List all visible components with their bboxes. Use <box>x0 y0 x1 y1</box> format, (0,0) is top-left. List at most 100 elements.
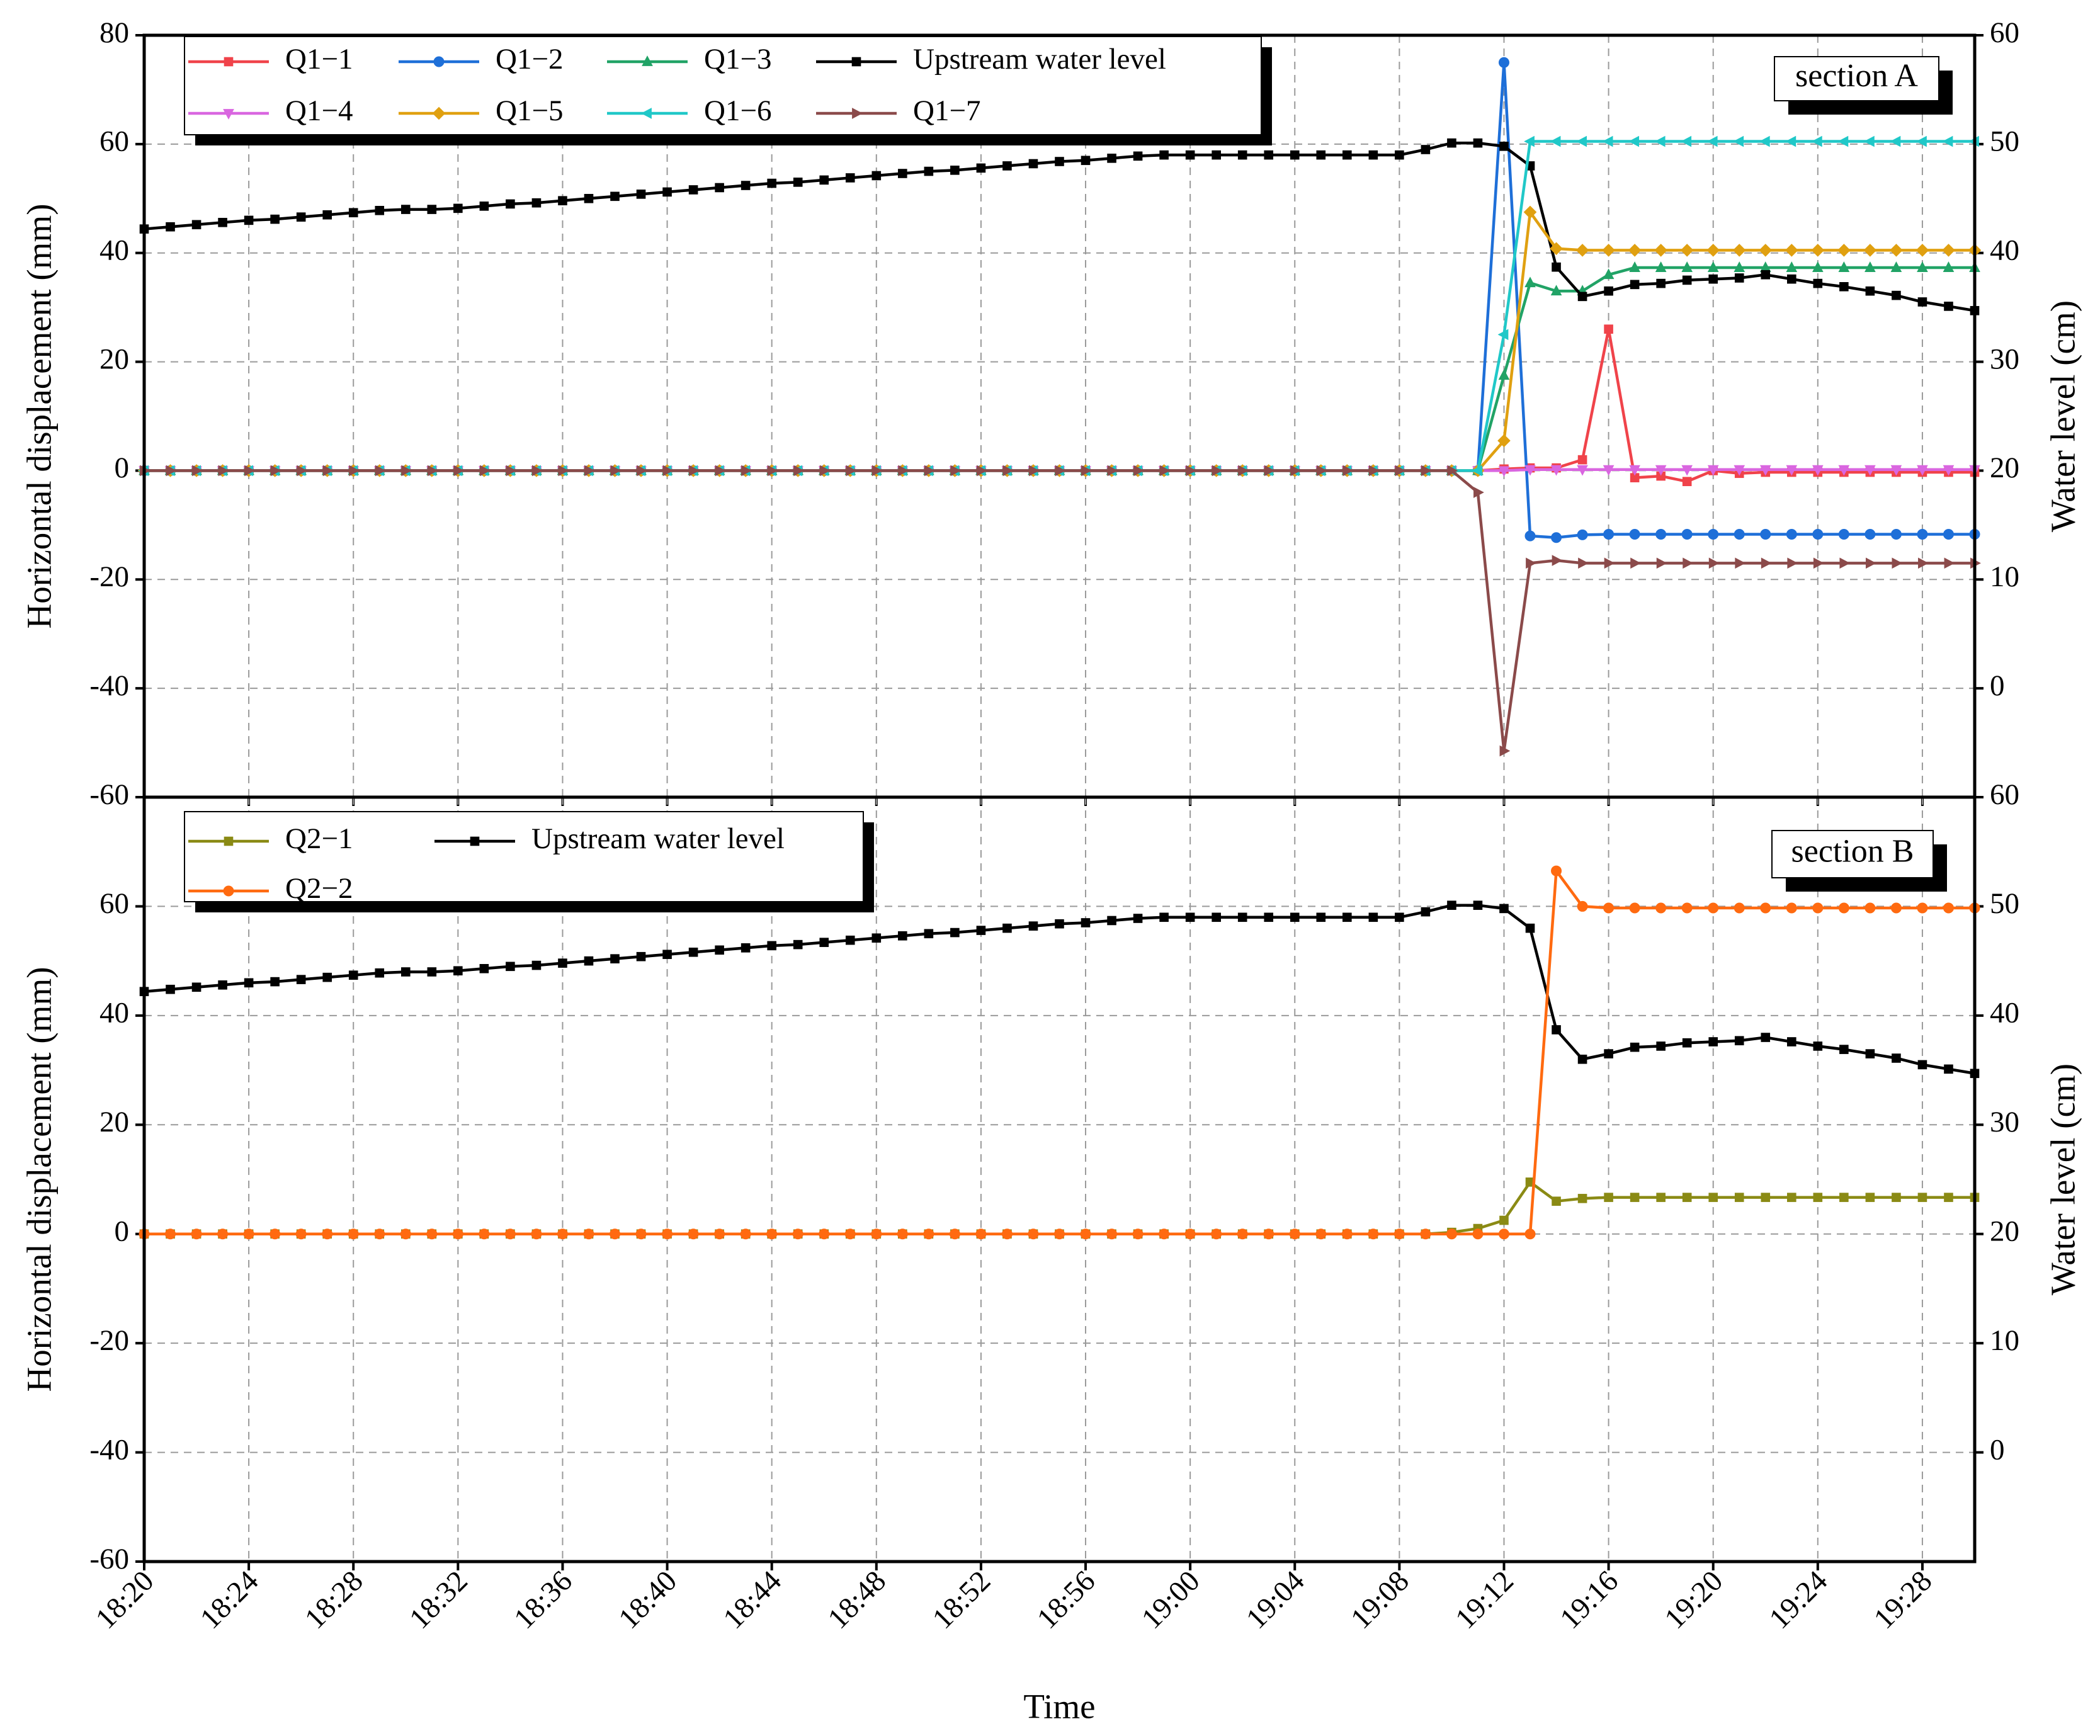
marker <box>1863 244 1877 257</box>
marker <box>1550 465 1562 476</box>
marker <box>1055 919 1064 929</box>
marker <box>1238 465 1249 477</box>
marker <box>1786 902 1797 914</box>
marker <box>715 183 724 193</box>
marker <box>767 465 778 477</box>
marker <box>531 1228 542 1240</box>
marker <box>1498 57 1509 68</box>
marker <box>1107 465 1118 477</box>
marker <box>1159 912 1169 922</box>
y2-tick-label: 20 <box>1990 451 2019 484</box>
marker <box>1421 465 1432 477</box>
marker <box>1497 434 1511 448</box>
marker <box>1368 912 1378 922</box>
marker <box>1759 135 1770 147</box>
marker <box>453 966 463 976</box>
legend-marker <box>470 836 480 846</box>
marker <box>1107 154 1116 163</box>
marker <box>1107 916 1116 926</box>
marker <box>1499 1215 1509 1225</box>
marker <box>1813 557 1824 569</box>
marker <box>1630 280 1640 290</box>
marker <box>244 978 254 988</box>
legend-label: Q1−3 <box>704 43 771 76</box>
marker <box>1787 1037 1796 1047</box>
y2-tick-label: 50 <box>1990 887 2019 920</box>
marker <box>1707 261 1719 272</box>
marker <box>270 977 280 987</box>
marker <box>1656 1041 1666 1051</box>
marker <box>1838 529 1849 540</box>
marker <box>1759 465 1771 476</box>
marker <box>1552 555 1563 566</box>
marker <box>1473 138 1483 148</box>
marker <box>348 1228 359 1240</box>
marker <box>1734 1036 1744 1046</box>
marker <box>1681 135 1692 147</box>
marker <box>1499 904 1509 914</box>
marker <box>819 465 831 477</box>
marker <box>1917 1193 1927 1202</box>
marker <box>1055 157 1064 166</box>
marker <box>1943 465 1955 476</box>
marker <box>1787 274 1796 284</box>
marker <box>766 1228 778 1240</box>
marker <box>1368 1228 1379 1240</box>
marker <box>1395 912 1404 922</box>
marker <box>1734 1193 1744 1202</box>
marker <box>1734 273 1744 283</box>
marker <box>949 1228 960 1240</box>
marker <box>1421 907 1431 917</box>
legend-label: Q1−6 <box>704 94 771 127</box>
marker <box>924 166 934 176</box>
marker <box>1813 1193 1823 1202</box>
marker <box>583 1228 594 1240</box>
plot-frame <box>142 795 1977 1563</box>
marker <box>845 173 855 183</box>
y-tick-label: -40 <box>89 669 129 702</box>
marker <box>1473 900 1483 910</box>
legend-marker <box>223 109 234 120</box>
marker <box>1132 1228 1144 1240</box>
marker <box>1628 135 1640 147</box>
marker <box>898 169 907 178</box>
legend-label: Q1−4 <box>285 94 353 127</box>
marker <box>1577 529 1588 540</box>
marker <box>1890 465 1902 476</box>
marker <box>1316 150 1326 160</box>
marker <box>1342 465 1354 477</box>
marker <box>1734 902 1745 914</box>
marker <box>1368 465 1380 477</box>
marker <box>793 939 803 950</box>
marker <box>1604 324 1613 334</box>
marker <box>1917 297 1927 307</box>
marker <box>1864 261 1876 272</box>
marker <box>1001 1228 1013 1240</box>
marker <box>1578 557 1589 569</box>
marker <box>453 203 463 213</box>
marker <box>1761 269 1771 280</box>
marker <box>1342 150 1352 160</box>
marker <box>479 1228 490 1240</box>
marker <box>1133 151 1143 161</box>
y-tick-label: -40 <box>89 1433 129 1466</box>
marker <box>1290 465 1302 477</box>
marker <box>1081 156 1091 166</box>
marker <box>1865 286 1875 296</box>
marker <box>1630 557 1642 569</box>
marker <box>1839 1045 1849 1054</box>
marker <box>1133 465 1144 477</box>
marker <box>1133 914 1143 923</box>
marker <box>1944 1193 1953 1202</box>
marker <box>1734 465 1745 476</box>
annotation: section A <box>1795 58 1918 94</box>
marker <box>191 220 201 230</box>
marker <box>1550 285 1562 296</box>
y2-tick-label: 40 <box>1990 997 2019 1030</box>
y-tick-label: 60 <box>99 887 129 920</box>
marker <box>1447 138 1456 148</box>
marker <box>348 970 358 980</box>
marker <box>1603 902 1615 914</box>
marker <box>1263 1228 1274 1240</box>
